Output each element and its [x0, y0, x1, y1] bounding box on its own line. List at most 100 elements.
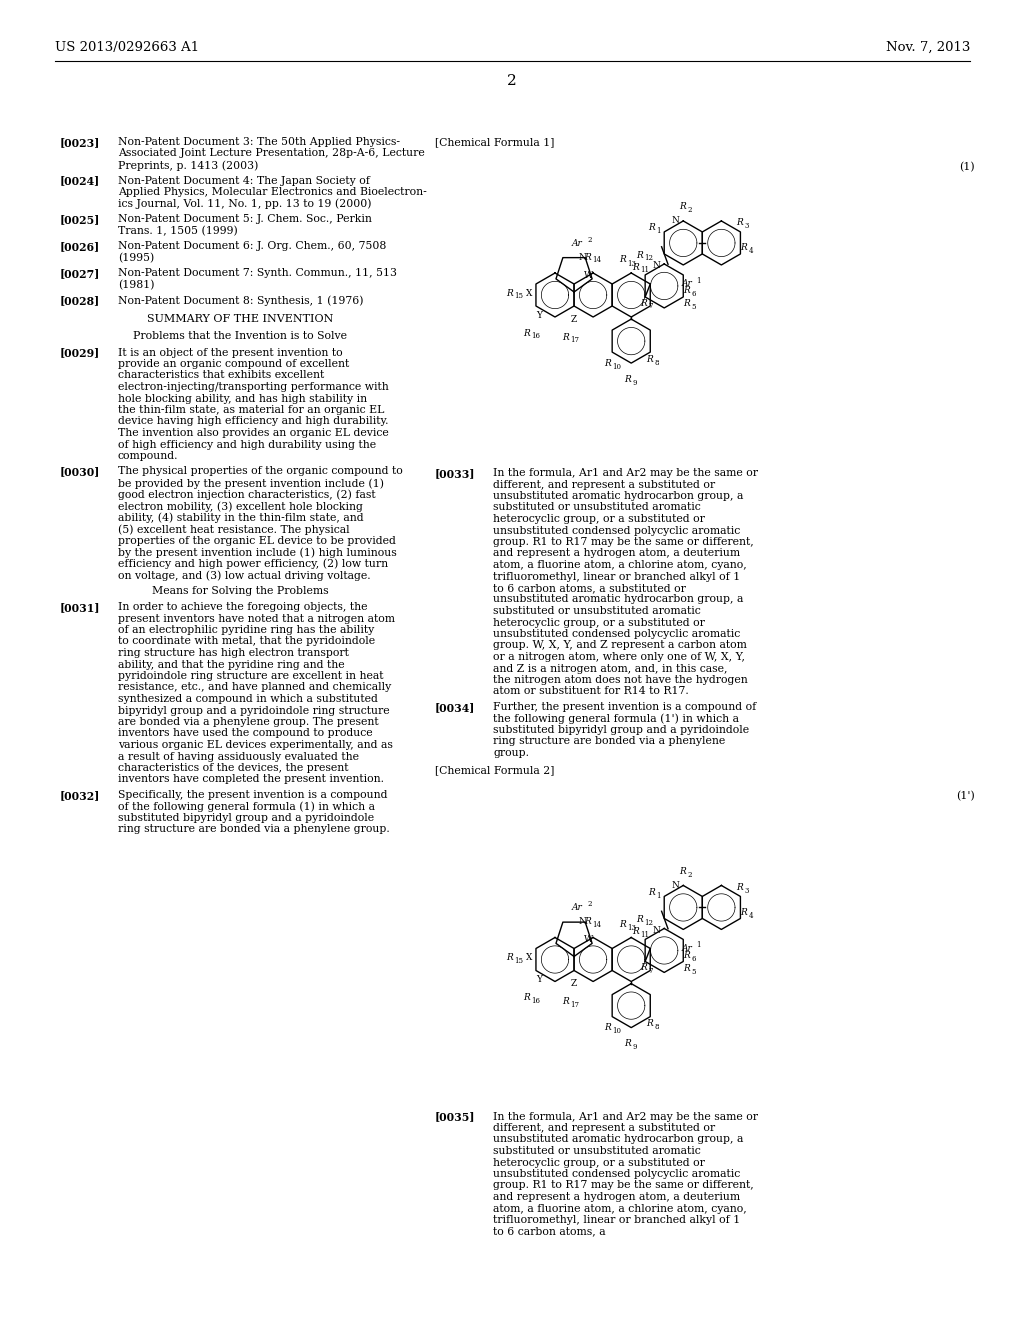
Text: ring structure has high electron transport: ring structure has high electron transpo…	[118, 648, 349, 657]
Text: 14: 14	[592, 921, 601, 929]
Text: substituted or unsubstituted aromatic: substituted or unsubstituted aromatic	[493, 606, 700, 616]
Text: R: R	[604, 1023, 611, 1032]
Text: group. R1 to R17 may be the same or different,: group. R1 to R17 may be the same or diff…	[493, 537, 754, 546]
Text: Non-Patent Document 3: The 50th Applied Physics-: Non-Patent Document 3: The 50th Applied …	[118, 137, 400, 147]
Text: 1: 1	[656, 227, 660, 235]
Text: 9: 9	[632, 379, 637, 387]
Text: Non-Patent Document 5: J. Chem. Soc., Perkin: Non-Patent Document 5: J. Chem. Soc., Pe…	[118, 214, 372, 224]
Text: [0030]: [0030]	[60, 466, 100, 478]
Text: 5: 5	[691, 968, 695, 975]
Text: Z: Z	[571, 314, 578, 323]
Text: (1'): (1')	[956, 791, 975, 801]
Text: R: R	[648, 888, 655, 898]
Text: R: R	[523, 329, 530, 338]
Text: 15: 15	[514, 293, 523, 301]
Text: [0027]: [0027]	[60, 268, 100, 279]
Text: electron-injecting/transporting performance with: electron-injecting/transporting performa…	[118, 381, 389, 392]
Text: The physical properties of the organic compound to: The physical properties of the organic c…	[118, 466, 402, 477]
Text: R: R	[604, 359, 611, 367]
Text: [0033]: [0033]	[435, 469, 475, 479]
Text: Non-Patent Document 7: Synth. Commun., 11, 513: Non-Patent Document 7: Synth. Commun., 1…	[118, 268, 397, 279]
Text: R: R	[637, 251, 643, 260]
Text: heterocyclic group, or a substituted or: heterocyclic group, or a substituted or	[493, 618, 705, 627]
Text: hole blocking ability, and has high stability in: hole blocking ability, and has high stab…	[118, 393, 368, 404]
Text: substituted or unsubstituted aromatic: substituted or unsubstituted aromatic	[493, 1146, 700, 1156]
Text: 1: 1	[696, 941, 700, 949]
Text: SUMMARY OF THE INVENTION: SUMMARY OF THE INVENTION	[146, 314, 333, 325]
Text: heterocyclic group, or a substituted or: heterocyclic group, or a substituted or	[493, 513, 705, 524]
Text: R: R	[736, 883, 743, 892]
Text: [0025]: [0025]	[60, 214, 100, 224]
Text: 3: 3	[744, 887, 749, 895]
Text: [0028]: [0028]	[60, 294, 100, 306]
Text: bipyridyl group and a pyridoindole ring structure: bipyridyl group and a pyridoindole ring …	[118, 705, 389, 715]
Text: 12: 12	[644, 919, 653, 927]
Text: 10: 10	[612, 363, 622, 371]
Text: Y: Y	[536, 310, 542, 319]
Text: to 6 carbon atoms, a: to 6 carbon atoms, a	[493, 1226, 605, 1237]
Text: Further, the present invention is a compound of: Further, the present invention is a comp…	[493, 702, 757, 711]
Text: of an electrophilic pyridine ring has the ability: of an electrophilic pyridine ring has th…	[118, 624, 374, 635]
Text: R: R	[506, 953, 513, 962]
Text: group.: group.	[493, 748, 529, 758]
Text: Nov. 7, 2013: Nov. 7, 2013	[886, 41, 970, 54]
Text: electron mobility, (3) excellent hole blocking: electron mobility, (3) excellent hole bl…	[118, 502, 362, 512]
Text: unsubstituted aromatic hydrocarbon group, a: unsubstituted aromatic hydrocarbon group…	[493, 491, 743, 502]
Text: various organic EL devices experimentally, and as: various organic EL devices experimentall…	[118, 741, 393, 750]
Text: 9: 9	[632, 1043, 637, 1051]
Text: R: R	[683, 286, 690, 296]
Text: Applied Physics, Molecular Electronics and Bioelectron-: Applied Physics, Molecular Electronics a…	[118, 187, 427, 197]
Text: R: R	[620, 920, 627, 929]
Text: R: R	[680, 202, 686, 211]
Text: R: R	[506, 289, 513, 297]
Text: trifluoromethyl, linear or branched alkyl of 1: trifluoromethyl, linear or branched alky…	[493, 572, 740, 582]
Text: Preprints, p. 1413 (2003): Preprints, p. 1413 (2003)	[118, 160, 258, 170]
Text: R: R	[640, 964, 647, 972]
Text: 8: 8	[654, 359, 658, 367]
Text: W: W	[584, 935, 593, 944]
Text: resistance, etc., and have planned and chemically: resistance, etc., and have planned and c…	[118, 682, 391, 693]
Text: R: R	[585, 917, 591, 927]
Text: Specifically, the present invention is a compound: Specifically, the present invention is a…	[118, 789, 387, 800]
Text: characteristics of the devices, the present: characteristics of the devices, the pres…	[118, 763, 348, 774]
Text: provide an organic compound of excellent: provide an organic compound of excellent	[118, 359, 349, 370]
Text: unsubstituted aromatic hydrocarbon group, a: unsubstituted aromatic hydrocarbon group…	[493, 1134, 743, 1144]
Text: inventors have completed the present invention.: inventors have completed the present inv…	[118, 775, 384, 784]
Text: R: R	[736, 218, 743, 227]
Text: unsubstituted condensed polycyclic aromatic: unsubstituted condensed polycyclic aroma…	[493, 630, 740, 639]
Text: 2: 2	[587, 236, 592, 244]
Text: and represent a hydrogen atom, a deuterium: and represent a hydrogen atom, a deuteri…	[493, 549, 740, 558]
Text: R: R	[562, 333, 569, 342]
Text: different, and represent a substituted or: different, and represent a substituted o…	[493, 479, 715, 490]
Text: unsubstituted aromatic hydrocarbon group, a: unsubstituted aromatic hydrocarbon group…	[493, 594, 743, 605]
Text: device having high efficiency and high durability.: device having high efficiency and high d…	[118, 417, 388, 426]
Text: Non-Patent Document 4: The Japan Society of: Non-Patent Document 4: The Japan Society…	[118, 176, 370, 186]
Text: [0035]: [0035]	[435, 1111, 475, 1122]
Text: ability, and that the pyridine ring and the: ability, and that the pyridine ring and …	[118, 660, 345, 669]
Text: 2: 2	[687, 206, 692, 214]
Text: 15: 15	[514, 957, 523, 965]
Text: synthesized a compound in which a substituted: synthesized a compound in which a substi…	[118, 694, 378, 704]
Text: to 6 carbon atoms, a substituted or: to 6 carbon atoms, a substituted or	[493, 583, 686, 593]
Text: on voltage, and (3) low actual driving voltage.: on voltage, and (3) low actual driving v…	[118, 570, 371, 581]
Text: 6: 6	[691, 290, 695, 298]
Text: Z: Z	[571, 979, 578, 987]
Text: R: R	[625, 1039, 631, 1048]
Text: R: R	[740, 908, 748, 917]
Text: present inventors have noted that a nitrogen atom: present inventors have noted that a nitr…	[118, 614, 395, 623]
Text: 14: 14	[592, 256, 601, 264]
Text: R: R	[680, 867, 686, 876]
Text: 13: 13	[628, 260, 636, 268]
Text: Non-Patent Document 8: Synthesis, 1 (1976): Non-Patent Document 8: Synthesis, 1 (197…	[118, 294, 364, 305]
Text: 2: 2	[587, 900, 592, 908]
Text: (5) excellent heat resistance. The physical: (5) excellent heat resistance. The physi…	[118, 524, 349, 535]
Text: R: R	[562, 997, 569, 1006]
Text: by the present invention include (1) high luminous: by the present invention include (1) hig…	[118, 546, 396, 557]
Text: pyridoindole ring structure are excellent in heat: pyridoindole ring structure are excellen…	[118, 671, 384, 681]
Text: and represent a hydrogen atom, a deuterium: and represent a hydrogen atom, a deuteri…	[493, 1192, 740, 1203]
Text: N: N	[652, 261, 660, 271]
Text: 7: 7	[648, 968, 652, 975]
Text: atom or substituent for R14 to R17.: atom or substituent for R14 to R17.	[493, 686, 689, 697]
Text: Means for Solving the Problems: Means for Solving the Problems	[152, 586, 329, 595]
Text: 16: 16	[531, 997, 540, 1005]
